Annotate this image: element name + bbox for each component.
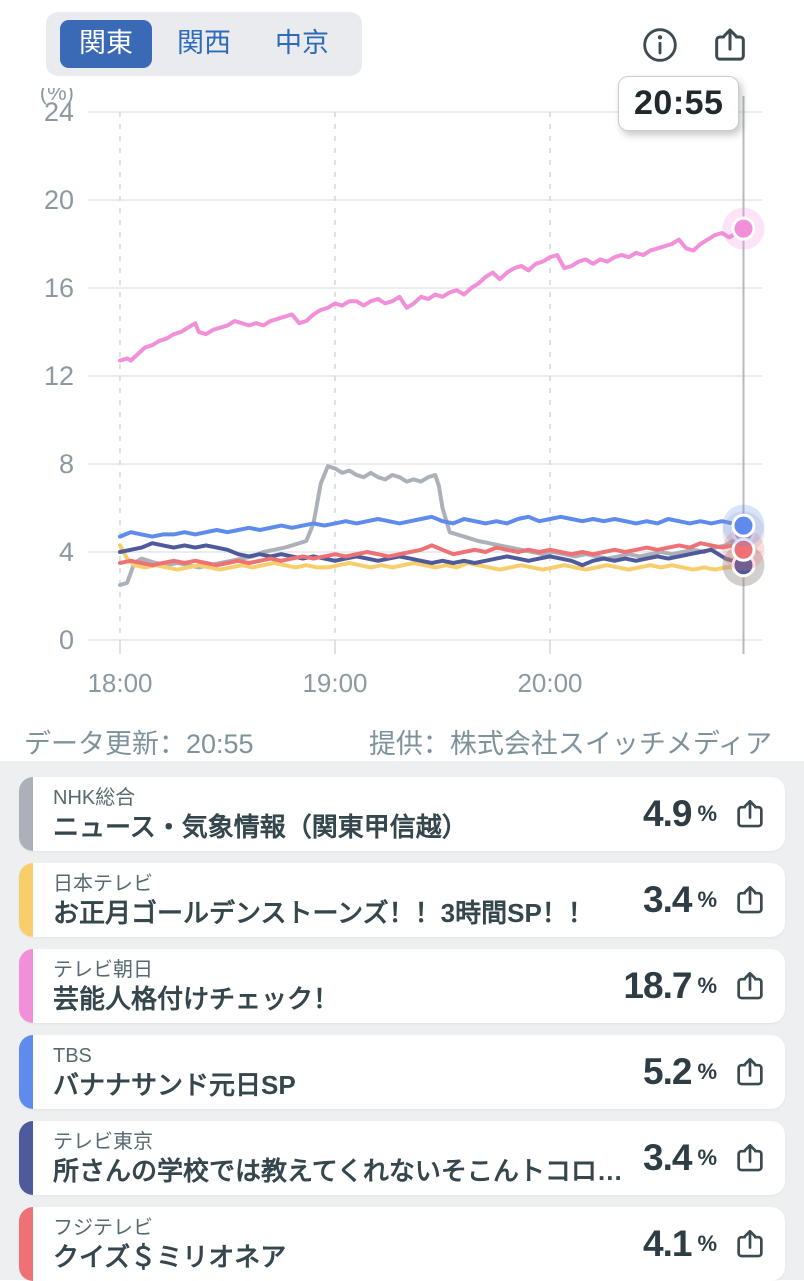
program-list: NHK総合 ニュース・気象情報（関東甲信越） 4.9 % 日本テレビ お正月ゴー… [0,761,804,1281]
end-marker-dot [731,537,756,562]
channel-color-bar [19,1035,33,1109]
chart-series [118,226,746,587]
share-button[interactable] [733,797,767,831]
program-title: お正月ゴールデンストーンズ！！3時間SP！！ [53,897,594,928]
tab-kansai[interactable]: 関西 [177,28,231,58]
share-icon [737,885,763,914]
channel-name: テレビ朝日 [53,958,153,981]
chart-grid: 24 20 16 12 8 4 0 (%) 18:00 19:00 20:00 [40,88,762,698]
series-line [118,543,746,572]
svg-text:12: 12 [44,361,74,391]
ratings-chart[interactable]: 24 20 16 12 8 4 0 (%) 18:00 19:00 20:00 [0,88,804,710]
program-title: ニュース・気象情報（関東甲信越） [53,811,468,842]
provider-label: 提供：株式会社スイッチメディア [368,729,772,759]
share-icon [737,971,763,1000]
info-icon [643,28,677,62]
channel-color-bar [19,863,33,937]
rating-unit: % [697,973,717,998]
share-icon [737,1057,763,1086]
svg-text:0: 0 [59,625,74,655]
series-line [118,541,746,568]
svg-text:19:00: 19:00 [302,668,367,698]
rating-value: 3.4 [643,879,692,920]
share-icon [737,799,763,828]
channel-color-bar [19,777,33,851]
series-line [118,514,746,539]
series-line [118,226,746,363]
svg-text:18:00: 18:00 [87,668,152,698]
chart-end-markers [722,207,765,587]
channel-name: テレビ東京 [53,1130,153,1153]
svg-text:20:00: 20:00 [517,668,582,698]
share-button[interactable] [710,25,750,65]
share-button[interactable] [733,969,767,1003]
share-icon [737,1229,763,1258]
rating-unit: % [697,1231,717,1256]
program-title: 所さんの学校では教えてくれないそこんトコロ… [53,1155,623,1186]
series-line [118,541,746,568]
rating-value: 18.7 [623,965,692,1006]
channel-name: 日本テレビ [53,872,153,895]
svg-text:16: 16 [44,273,74,303]
share-button[interactable] [733,883,767,917]
channel-color-bar [19,949,33,1023]
program-title: バナナサンド元日SP [53,1069,296,1100]
program-row-ntv[interactable]: 日本テレビ お正月ゴールデンストーンズ！！3時間SP！！ 3.4 % [19,863,785,937]
rating-value: 3.4 [643,1137,692,1178]
end-marker-dot [731,216,756,241]
rating-unit: % [697,1059,717,1084]
share-icon [715,28,745,61]
tab-kanto[interactable]: 関東 [60,20,152,68]
data-updated-label: データ更新：20:55 [24,729,254,759]
program-row-cx[interactable]: フジテレビ クイズ＄ミリオネア 4.1 % [19,1207,785,1281]
program-row-tx[interactable]: テレビ東京 所さんの学校では教えてくれないそこんトコロ… 3.4 % [19,1121,785,1195]
program-row-nhk[interactable]: NHK総合 ニュース・気象情報（関東甲信越） 4.9 % [19,777,785,851]
share-button[interactable] [733,1227,767,1261]
program-row-tbs[interactable]: TBS バナナサンド元日SP 5.2 % [19,1035,785,1109]
rating-unit: % [697,1145,717,1170]
rating-value: 4.1 [643,1223,692,1264]
rating-value: 4.9 [643,793,692,834]
channel-color-bar [19,1121,33,1195]
svg-text:(%): (%) [40,88,74,105]
program-title: 芸能人格付けチェック！ [53,983,340,1014]
tab-chukyo[interactable]: 中京 [275,28,329,58]
channel-name: フジテレビ [53,1216,153,1239]
svg-text:20: 20 [44,185,74,215]
rating-value: 5.2 [643,1051,692,1092]
end-marker-dot [731,513,756,538]
region-tab-bar: 関東 関西 中京 [46,12,362,76]
program-row-ex[interactable]: テレビ朝日 芸能人格付けチェック！ 18.7 % [19,949,785,1023]
rating-unit: % [697,887,717,912]
svg-text:24: 24 [44,97,74,127]
channel-color-bar [19,1207,33,1281]
svg-text:8: 8 [59,449,74,479]
chart-footer: データ更新：20:55 提供：株式会社スイッチメディア [24,722,772,761]
share-icon [737,1143,763,1172]
channel-name: TBS [53,1044,92,1067]
time-tooltip: 20:55 [618,76,740,131]
svg-text:4: 4 [59,537,74,567]
share-button[interactable] [733,1055,767,1089]
rating-unit: % [697,801,717,826]
info-button[interactable] [640,25,680,65]
channel-name: NHK総合 [53,786,136,809]
program-title: クイズ＄ミリオネア [53,1241,287,1272]
share-button[interactable] [733,1141,767,1175]
